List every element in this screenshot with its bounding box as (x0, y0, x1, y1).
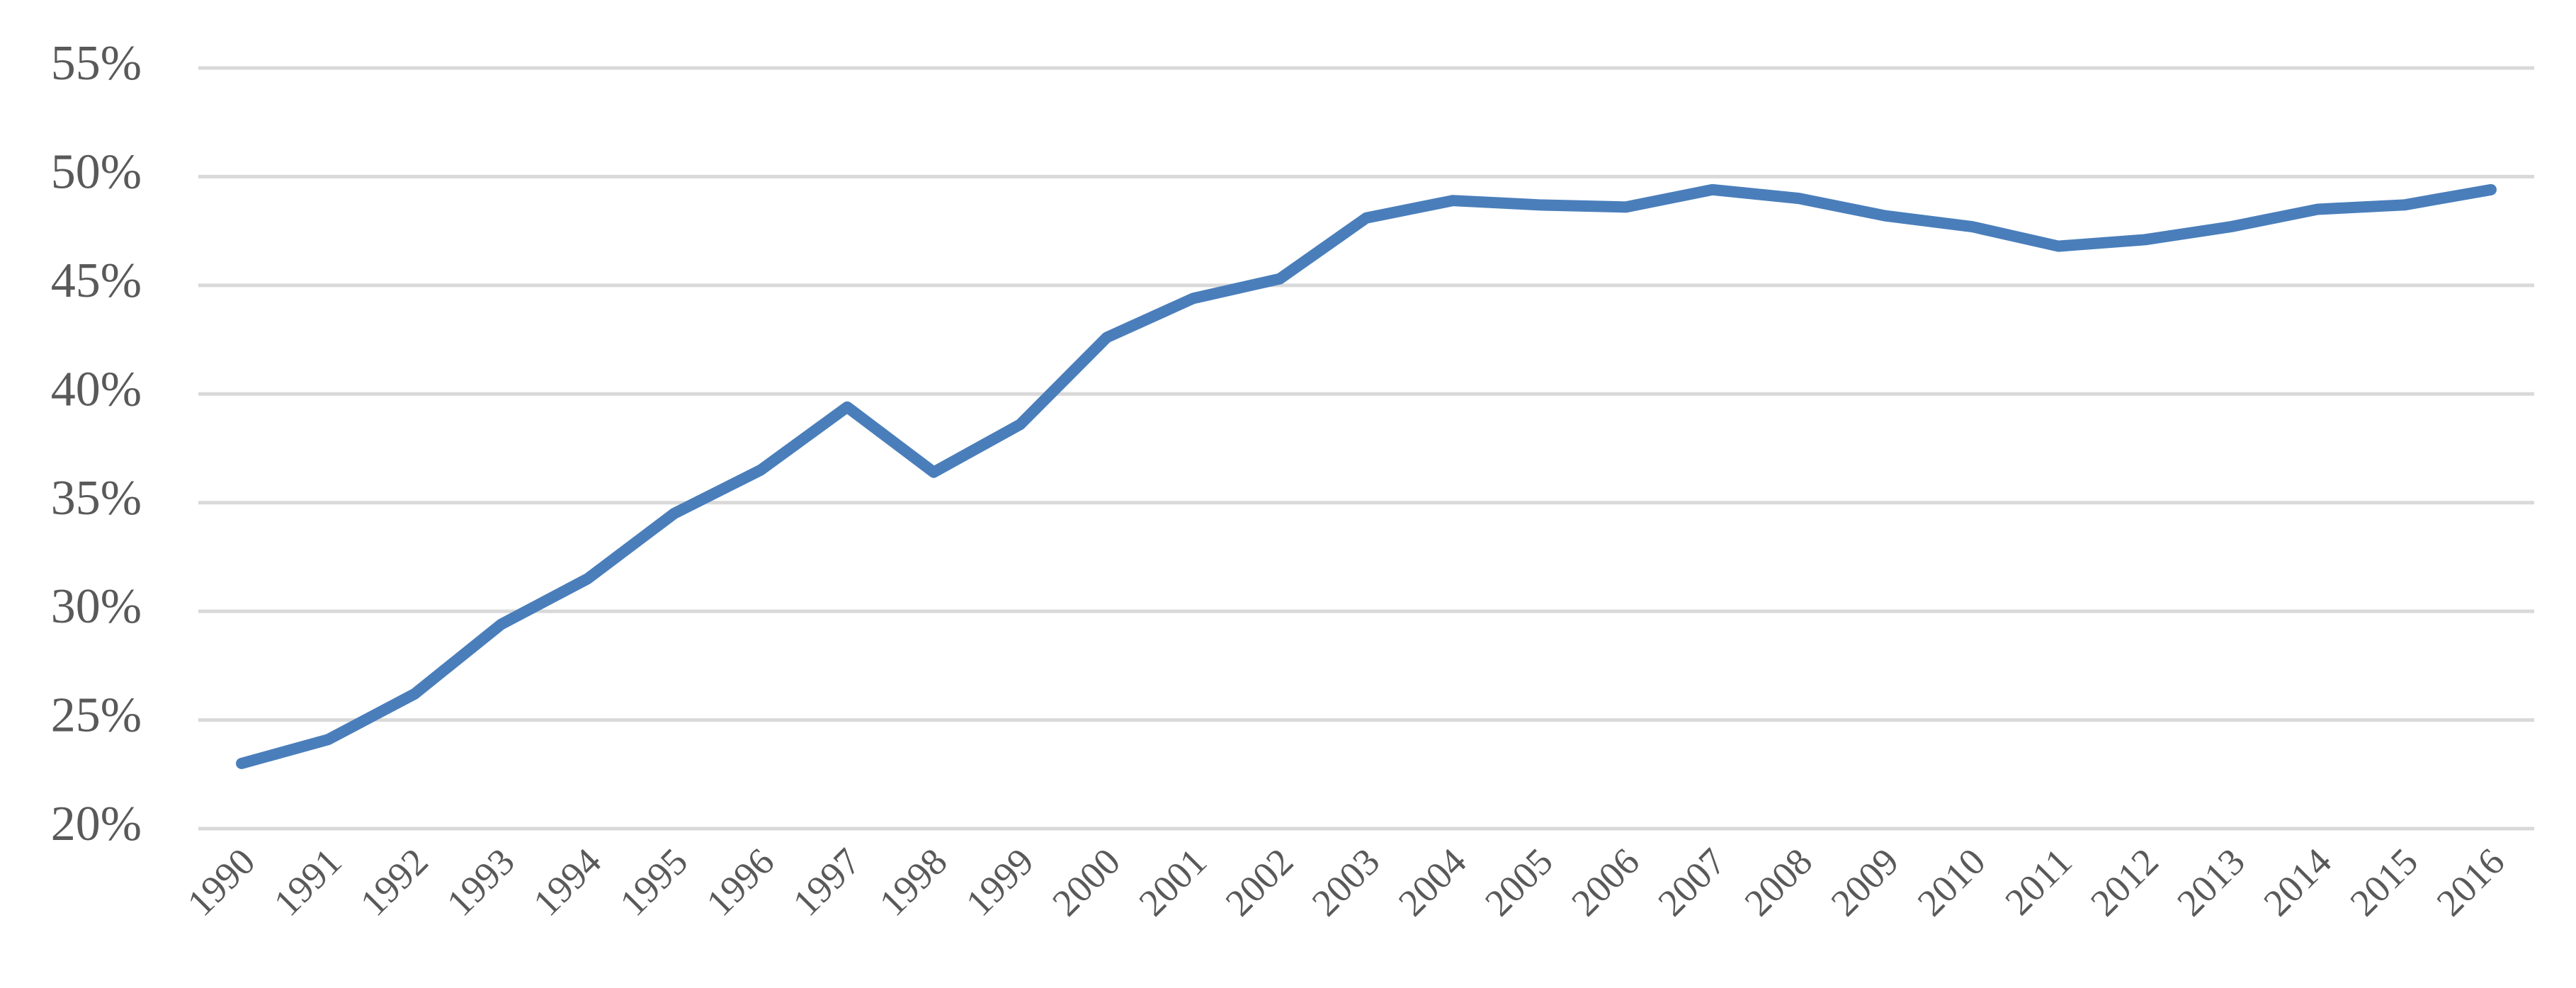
x-tick-label: 2005 (1477, 840, 1561, 924)
x-tick-label: 2015 (2342, 840, 2426, 924)
x-tick-label: 2010 (1910, 840, 1994, 924)
x-tick-label: 2004 (1390, 840, 1475, 924)
y-tick-label: 25% (51, 688, 142, 743)
x-tick-label: 2007 (1650, 840, 1734, 924)
x-tick-label: 1995 (612, 840, 696, 924)
x-tick-label: 1991 (266, 840, 350, 924)
x-tick-label: 2014 (2255, 840, 2339, 924)
x-tick-label: 1996 (698, 840, 783, 924)
x-tick-label: 2009 (1823, 840, 1907, 924)
x-tick-label: 2001 (1130, 840, 1215, 924)
x-tick-label: 2012 (2082, 840, 2167, 924)
y-tick-label: 30% (51, 579, 142, 634)
x-tick-label: 1994 (525, 840, 609, 924)
x-tick-label: 2016 (2429, 840, 2513, 924)
x-tick-label: 1999 (958, 840, 1042, 924)
y-tick-label: 35% (51, 471, 142, 526)
x-tick-label: 2008 (1736, 840, 1820, 924)
x-tick-label: 1997 (785, 840, 869, 924)
y-tick-label: 45% (51, 254, 142, 308)
x-tick-label: 2002 (1218, 840, 1302, 924)
x-tick-label: 2013 (2169, 840, 2253, 924)
x-tick-label: 1998 (871, 840, 955, 924)
y-tick-label: 55% (51, 36, 142, 91)
x-tick-label: 2011 (1997, 840, 2079, 923)
data-line (236, 183, 2497, 769)
x-tick-label: 1992 (352, 840, 436, 924)
x-tick-label: 2006 (1563, 840, 1647, 924)
x-tick-label: 1990 (179, 840, 263, 924)
y-tick-label: 50% (51, 144, 142, 199)
y-tick-label: 20% (51, 797, 142, 851)
y-tick-label: 40% (51, 362, 142, 416)
x-tick-label: 2000 (1044, 840, 1128, 924)
x-tick-label: 1993 (438, 840, 523, 924)
x-tick-label: 2003 (1304, 840, 1388, 924)
